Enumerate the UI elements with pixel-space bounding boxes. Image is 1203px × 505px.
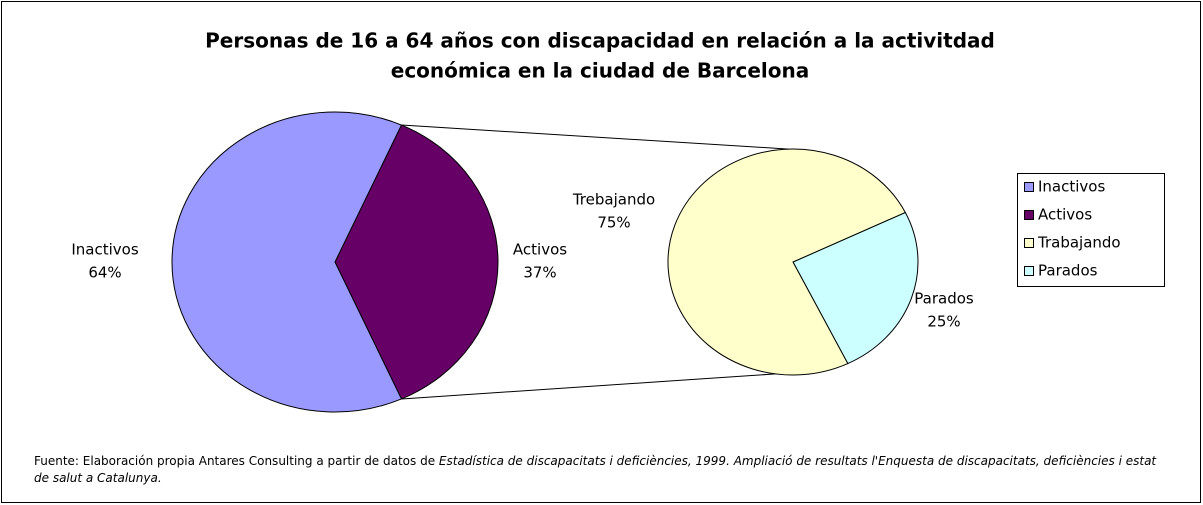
legend-label: Activos — [1038, 206, 1092, 224]
chart-title: económica en la ciudad de Barcelona — [391, 59, 809, 83]
connector-line — [401, 373, 776, 400]
legend-label: Trabajando — [1037, 234, 1121, 252]
pie-slice — [334, 124, 499, 400]
pie-slice — [792, 211, 919, 365]
source-italic: Estadística de discapacitats i deficiènc… — [34, 454, 1157, 485]
data-label-name: Activos — [513, 241, 567, 259]
data-label-name: Trebajando — [572, 191, 655, 209]
legend-swatch — [1024, 266, 1034, 276]
connector-line — [401, 124, 789, 150]
data-label: 75% — [597, 214, 630, 232]
data-label-name: Parados — [914, 290, 974, 308]
legend-label: Inactivos — [1038, 178, 1105, 196]
data-label-name: Inactivos — [71, 241, 138, 259]
legend-box — [1017, 173, 1165, 287]
legend-swatch — [1024, 238, 1034, 248]
data-label: 37% — [523, 264, 556, 282]
legend-label: Parados — [1038, 262, 1098, 280]
legend-swatch — [1024, 182, 1034, 192]
legend-swatch — [1024, 210, 1034, 220]
chart-title: Personas de 16 a 64 años con discapacida… — [205, 29, 995, 53]
data-label: 25% — [927, 313, 960, 331]
source-note: Fuente: Elaboración propia Antares Consu… — [34, 453, 1164, 487]
data-label: 64% — [88, 264, 121, 282]
pie-slice — [667, 148, 907, 376]
source-text: Fuente: Elaboración propia Antares Consu… — [34, 454, 439, 468]
pie-slice — [171, 111, 403, 413]
